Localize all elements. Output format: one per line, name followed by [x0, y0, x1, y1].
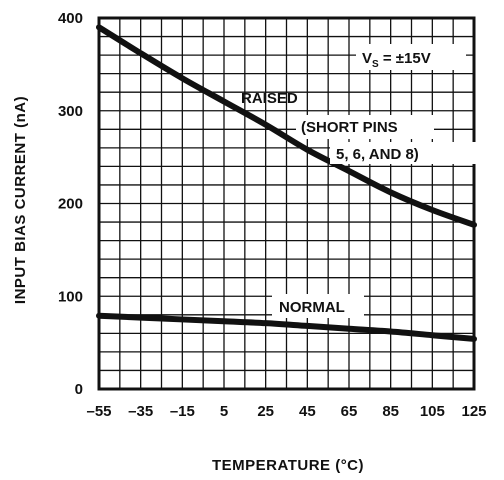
short-pins-annotation-line1: (SHORT PINS — [301, 119, 398, 136]
x-tick-label: 5 — [220, 403, 228, 420]
short-pins-annotation-line2: 5, 6, AND 8) — [336, 146, 419, 163]
raised-curve-label: RAISED — [241, 90, 298, 107]
short-pins-bg-1 — [296, 115, 434, 139]
x-axis-label: TEMPERATURE (°C) — [212, 457, 364, 474]
normal-label-bg — [272, 294, 364, 318]
x-tick-label: 125 — [461, 403, 486, 420]
y-tick-label: 0 — [75, 381, 83, 398]
vs-annotation-bg — [356, 44, 466, 70]
series-line-normal — [96, 312, 477, 342]
x-tick-label: –15 — [170, 403, 195, 420]
x-tick-label: –35 — [128, 403, 153, 420]
x-tick-label: –55 — [86, 403, 111, 420]
short-pins-bg-2 — [330, 142, 476, 164]
series-line-raised — [96, 24, 477, 228]
x-tick-label: 85 — [382, 403, 399, 420]
vs-annotation: VS = ±15V — [362, 50, 431, 70]
plot-frame — [97, 16, 476, 391]
y-tick-label: 300 — [58, 103, 83, 120]
y-tick-label: 200 — [58, 196, 83, 213]
y-tick-label: 400 — [58, 10, 83, 27]
y-axis-label: INPUT BIAS CURRENT (nA) — [12, 96, 29, 304]
x-tick-labels: –55 –35 –15 5 25 45 65 85 105 125 — [86, 403, 486, 420]
x-tick-label: 105 — [420, 403, 445, 420]
y-tick-label: 100 — [58, 288, 83, 305]
grid-lines — [99, 18, 474, 389]
data-series — [96, 24, 477, 342]
x-tick-label: 65 — [341, 403, 358, 420]
normal-curve-label: NORMAL — [279, 299, 345, 316]
y-tick-labels: 0 100 200 300 400 — [58, 10, 83, 398]
x-tick-label: 25 — [257, 403, 274, 420]
x-tick-label: 45 — [299, 403, 316, 420]
